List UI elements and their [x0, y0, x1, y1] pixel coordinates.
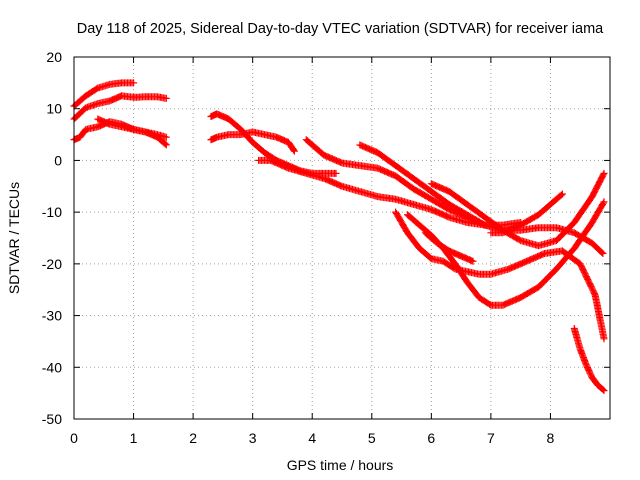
series-markers: [392, 208, 608, 343]
y-tick-label: -10: [42, 204, 62, 220]
series-arc-4: [94, 115, 170, 149]
series-arc-13: [427, 169, 608, 250]
y-tick-label: -20: [42, 256, 62, 272]
x-tick-label: 0: [70, 430, 78, 446]
series-markers: [421, 229, 477, 265]
y-tick-label: 20: [46, 49, 62, 65]
series-arc-12: [421, 229, 477, 265]
chart-title: Day 118 of 2025, Sidereal Day-to-day VTE…: [77, 21, 604, 37]
x-tick-label: 8: [547, 430, 555, 446]
series-markers: [94, 115, 170, 149]
series-arc-15: [570, 325, 608, 395]
series-markers: [427, 169, 608, 250]
x-tick-label: 7: [487, 430, 495, 446]
x-tick-label: 2: [189, 430, 197, 446]
series-markers: [570, 325, 608, 395]
y-axis-label: SDTVAR / TECUs: [6, 182, 22, 294]
x-axis-label: GPS time / hours: [287, 457, 394, 473]
x-tick-label: 1: [130, 430, 138, 446]
y-tick-label: 10: [46, 101, 62, 117]
grid-lines: [74, 57, 610, 419]
x-tick-label: 6: [427, 430, 435, 446]
axis-ticks: [73, 56, 610, 420]
series-arc-14: [487, 190, 566, 237]
series-markers: [207, 128, 298, 155]
series-markers: [487, 190, 566, 237]
x-tick-label: 4: [308, 430, 316, 446]
y-tick-label: -50: [42, 411, 62, 427]
y-tick-label: -30: [42, 308, 62, 324]
x-tick-label: 3: [249, 430, 257, 446]
data-series: [70, 79, 608, 395]
y-tick-label: -40: [42, 359, 62, 375]
tick-labels: 0 1 2 3 4 5 6 7 8 -50 -40 -30 -20 -10 0 10 20: [42, 49, 555, 446]
x-tick-label: 5: [368, 430, 376, 446]
y-tick-label: 0: [54, 152, 62, 168]
series-arc-10: [392, 208, 608, 343]
plot-frame: [73, 56, 611, 420]
series-arc-6: [207, 128, 298, 155]
